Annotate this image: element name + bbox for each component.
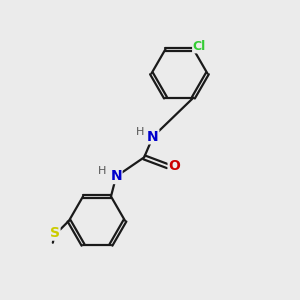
Text: H: H (136, 127, 144, 137)
Text: N: N (110, 169, 122, 184)
Text: S: S (50, 226, 60, 240)
Text: O: O (168, 159, 180, 173)
Text: H: H (98, 166, 106, 176)
Text: Cl: Cl (193, 40, 206, 53)
Text: N: N (147, 130, 159, 144)
